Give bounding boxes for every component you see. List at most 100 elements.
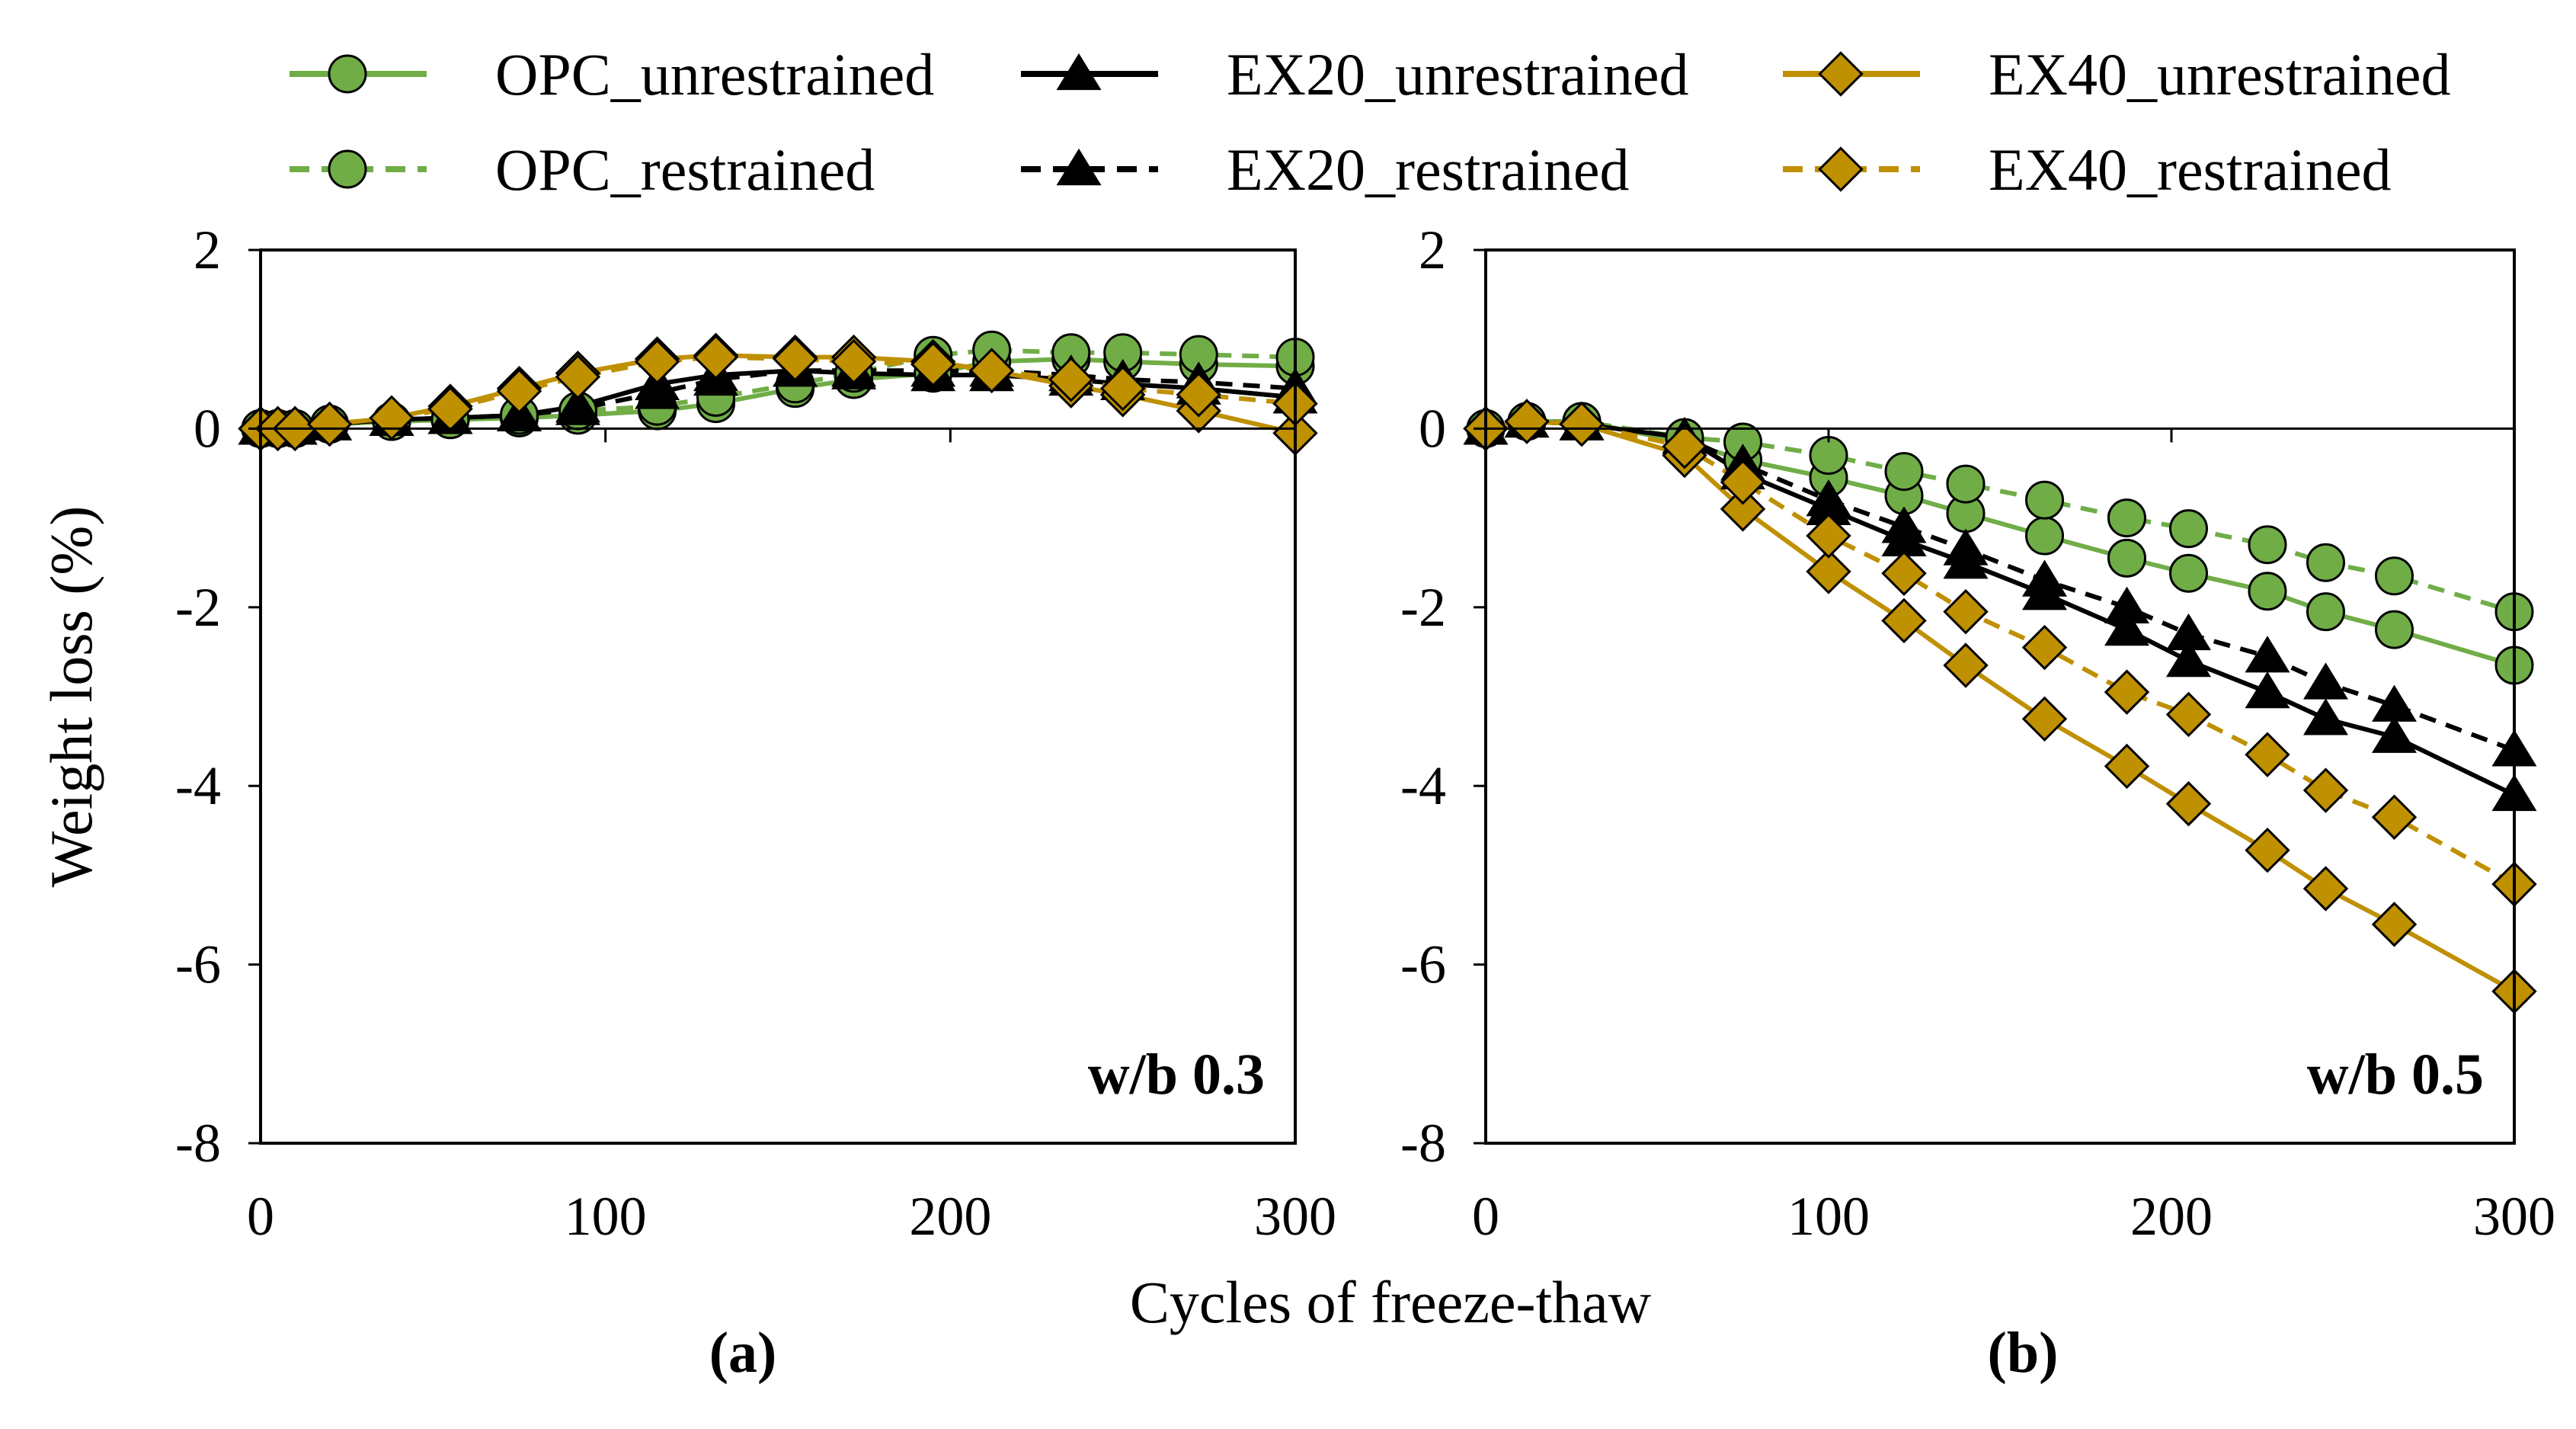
panel-b-point-opc-unrestrained (2248, 572, 2287, 611)
panel-a-x-tick-label: 300 (1254, 1186, 1336, 1247)
panel-b-point-opc-unrestrained (2375, 610, 2414, 649)
panel-a-point-ex20-restrained (555, 388, 600, 425)
panel-a-y-tick-label: -6 (175, 934, 221, 995)
panel-a-x-tick-label: 100 (565, 1186, 647, 1247)
panel-a-point-ex40-restrained (496, 368, 542, 414)
panel-b-point-ex40-unrestrained (1806, 549, 1851, 594)
panel-a-point-ex40-restrained (1099, 365, 1146, 412)
panel-b-point-ex40-restrained (1806, 513, 1851, 559)
panel-a-point-ex40-restrained (1048, 357, 1094, 402)
panel-b-point-ex40-unrestrained (2104, 743, 2150, 790)
panel-a-marks (238, 330, 1318, 456)
panel-b-point-opc-unrestrained (2169, 553, 2208, 593)
legend-marker-ex20-unrestrained (1056, 53, 1102, 91)
panel-b-point-ex40-restrained (2165, 691, 2212, 738)
panel-b-point-ex20-restrained (2371, 684, 2418, 722)
panel-b-y-tick-label: -6 (1400, 934, 1446, 995)
panel-b-point-ex40-restrained (1943, 588, 1989, 635)
panel-b: 0 100 200 300 -8 -6 -4 -2 0 2 w/b 0.5 (b) (1400, 219, 2555, 1385)
panel-b-point-ex40-restrained (1504, 399, 1550, 444)
legend-label-opc-restrained: OPC_restrained (495, 136, 875, 203)
legend-marker-opc-unrestrained (328, 54, 367, 94)
panel-b-point-ex40-restrained (2371, 794, 2418, 840)
legend-label-ex20-unrestrained: EX20_unrestrained (1227, 41, 1688, 107)
panel-b-point-ex20-unrestrained (2165, 640, 2212, 678)
panel-b-point-ex40-unrestrained (2302, 866, 2349, 912)
panel-b-point-ex40-unrestrained (1720, 486, 1766, 532)
panel-b-point-opc-restrained (2306, 543, 2345, 582)
panel-b-point-ex20-unrestrained (2302, 698, 2349, 735)
panel-a-axes: 0 100 200 300 -8 -6 -4 -2 0 2 (175, 219, 1336, 1247)
panel-b-point-ex40-unrestrained (2021, 696, 2068, 742)
panel-a-plot-frame (259, 248, 1297, 1145)
panel-a-y-tick-label: 2 (194, 219, 221, 280)
panel-b-y-tick-label: 2 (1419, 219, 1446, 280)
panel-b-point-ex20-restrained (2302, 662, 2349, 700)
panel-b-point-ex40-restrained (2104, 669, 2150, 715)
panel-b-y-tick-label: -4 (1400, 755, 1446, 816)
legend-label-ex20-restrained: EX20_restrained (1227, 136, 1629, 203)
panel-b-point-opc-restrained (2248, 525, 2287, 565)
panel-b-point-ex20-unrestrained (2371, 716, 2418, 753)
panel-b-y-tick-label: -2 (1400, 577, 1446, 638)
panel-b-point-opc-restrained (1809, 436, 1848, 476)
panel-b-point-opc-unrestrained (2107, 538, 2146, 578)
panel-b-point-ex20-unrestrained (2245, 671, 2290, 709)
x-axis-title: Cycles of freeze-thaw (1130, 1269, 1651, 1335)
panel-a-y-tick-label: 0 (194, 398, 221, 459)
panel-b-point-opc-unrestrained (2025, 516, 2064, 556)
panel-b-point-ex20-restrained (2104, 586, 2150, 623)
panel-a-y-tick-label: -4 (175, 755, 221, 816)
panel-b-point-ex40-unrestrained (1943, 642, 1989, 688)
panel-b-point-opc-restrained (2025, 480, 2064, 520)
panel-b-point-ex40-restrained (1662, 424, 1707, 469)
panel-b-point-opc-restrained (2375, 556, 2414, 596)
panel-b-series-line-opc-unrestrained (1485, 419, 2515, 668)
panel-b-series-line-opc-restrained (1485, 419, 2515, 614)
panel-a-point-ex40-restrained (555, 354, 601, 400)
panel-b-point-ex20-restrained (2021, 559, 2068, 597)
panel-a-y-tick-label: -8 (175, 1113, 221, 1174)
panel-b-point-opc-restrained (1946, 464, 1986, 504)
panel-b-series-line-ex20-unrestrained (1485, 419, 2516, 797)
panel-a-point-ex40-restrained (830, 338, 877, 385)
legend-label-ex40-unrestrained: EX40_unrestrained (1989, 41, 2450, 107)
panel-b-point-opc-unrestrained (2306, 592, 2345, 632)
panel-b-point-opc-restrained (1884, 452, 1924, 492)
panel-a-x-tick-label: 0 (247, 1186, 274, 1247)
panel-a-point-ex40-restrained (910, 341, 956, 387)
panel-b-label: (b) (1988, 1321, 2059, 1385)
panel-b-point-ex40-unrestrained (2371, 902, 2418, 947)
panel-a-point-ex40-restrained (693, 334, 739, 380)
panel-b-y-tick-label: -8 (1400, 1113, 1446, 1174)
panel-b-point-ex40-restrained (2302, 767, 2349, 813)
panel-a-point-ex40-restrained (427, 386, 473, 432)
panel-a-point-ex40-restrained (1176, 372, 1221, 418)
legend: OPC_unrestrained EX20_unrestrained EX40_un… (290, 41, 2450, 203)
panel-b-point-ex40-restrained (1881, 550, 1927, 596)
panel-b-point-ex20-restrained (2165, 613, 2212, 651)
legend-marker-ex40-restrained (1818, 146, 1864, 192)
legend-label-opc-unrestrained: OPC_unrestrained (495, 41, 934, 107)
panel-b-point-ex40-unrestrained (2245, 827, 2290, 873)
panel-b-point-ex20-restrained (1943, 528, 1989, 566)
panel-b-point-ex20-restrained (1881, 506, 1927, 543)
panel-a-x-tick-label: 200 (909, 1186, 991, 1247)
panel-b-point-ex40-unrestrained (2165, 780, 2212, 827)
panel-b-point-opc-restrained (2169, 509, 2208, 549)
panel-a-y-tick-label: -2 (175, 577, 221, 638)
panel-b-point-opc-restrained (2107, 498, 2146, 538)
panel-a-label: (a) (709, 1321, 777, 1385)
panel-b-point-ex20-unrestrained (2104, 608, 2150, 646)
panel-a-point-ex40-restrained (772, 336, 818, 382)
panel-a-point-ex20-restrained (635, 372, 680, 409)
legend-marker-ex40-unrestrained (1818, 51, 1864, 97)
y-axis-title: Weight loss (%) (38, 506, 104, 888)
panel-b-y-tick-label: 0 (1419, 398, 1446, 459)
panel-b-marks (1463, 399, 2537, 1014)
legend-marker-ex20-restrained (1056, 148, 1102, 186)
panel-a-point-ex40-restrained (634, 338, 680, 385)
panel-b-axes: 0 100 200 300 -8 -6 -4 -2 0 2 (1400, 219, 2555, 1247)
panel-b-series-line-ex40-restrained (1485, 419, 2516, 886)
